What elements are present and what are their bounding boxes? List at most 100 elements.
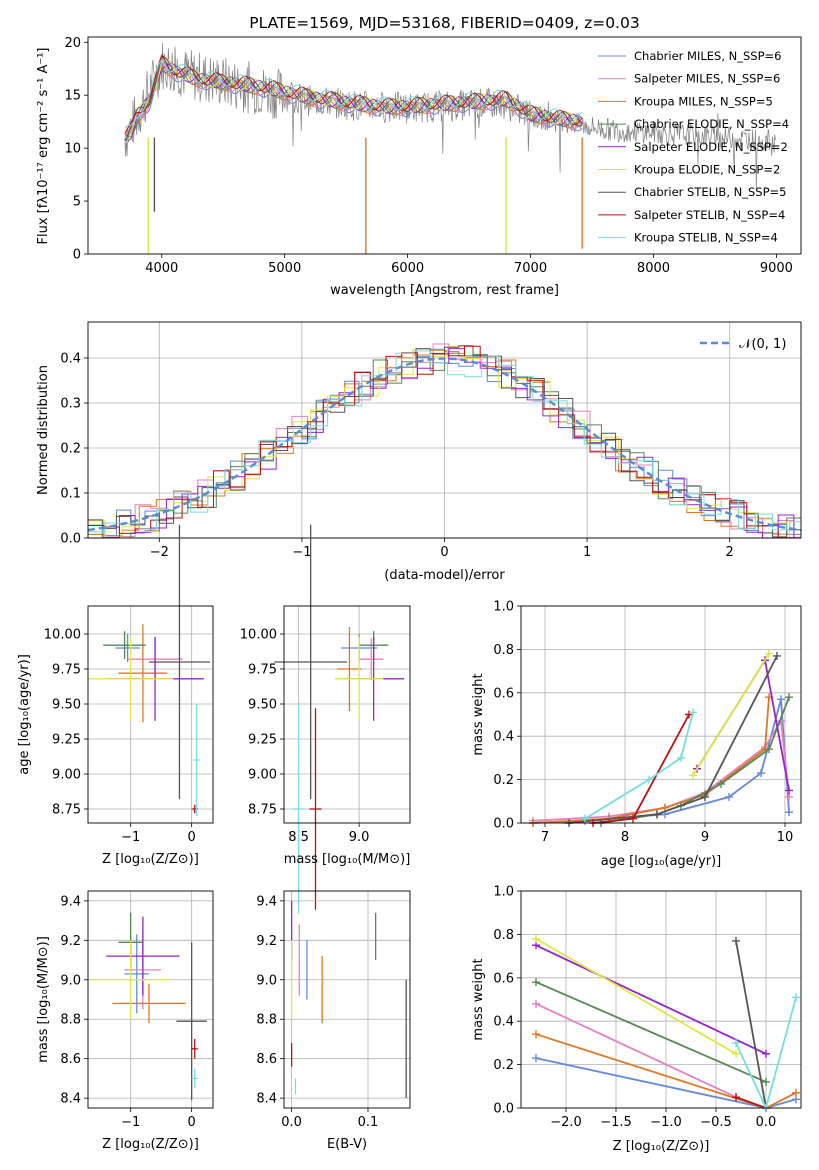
histogram-step-line bbox=[88, 345, 801, 539]
y-tick-label: 8.6 bbox=[60, 1052, 81, 1067]
mass-vs-extinction-panel: 0.0 0.1 8.4 8.6 8.8 9.0 9.2 9.4 E(B-V) bbox=[256, 890, 411, 1152]
x-tick-label: −1 bbox=[121, 1115, 140, 1130]
model-spectrum-line bbox=[124, 60, 583, 138]
y-tick-label: 0.2 bbox=[493, 1058, 514, 1073]
legend-label: Kroupa STELIB, N_SSP=4 bbox=[634, 231, 778, 245]
x-tick-label: 6000 bbox=[391, 261, 424, 276]
mass-weight-line bbox=[692, 653, 770, 776]
mass-weight-marker bbox=[785, 693, 793, 702]
y-tick-label: 0.8 bbox=[493, 643, 514, 658]
spectrum-panel: PLATE=1569, MJD=53168, FIBERID=0409, z=0… bbox=[36, 14, 802, 298]
histogram-step-line bbox=[88, 345, 801, 538]
mass-weight-marker bbox=[785, 808, 793, 817]
x-tick-label: 7000 bbox=[514, 261, 547, 276]
mass-weight-marker bbox=[701, 792, 709, 801]
y-tick-label: 0.6 bbox=[493, 971, 514, 986]
mass-weight-marker bbox=[717, 779, 725, 788]
mass-weight-marker bbox=[732, 936, 740, 945]
y-tick-label: 5 bbox=[73, 195, 81, 210]
mass-weight-marker bbox=[532, 999, 540, 1008]
y-tick-label: 0.2 bbox=[60, 442, 81, 457]
y-axis-label: mass weight bbox=[471, 958, 486, 1040]
mass-weight-vs-age-panel: 7 8 9 10 0.0 0.2 0.4 0.6 0.8 1.0 age [log₁₀(age/yr… bbox=[471, 600, 802, 869]
y-tick-label: 9.2 bbox=[60, 934, 81, 949]
histogram-step-line bbox=[88, 350, 801, 533]
mass-weight-marker bbox=[532, 1054, 540, 1063]
x-tick-label: 7 bbox=[541, 830, 549, 845]
mass-weight-marker bbox=[773, 651, 781, 660]
y-axis-label: Flux [fλ10⁻¹⁷ erg cm⁻² s⁻¹ A⁻¹] bbox=[36, 48, 51, 245]
axes-frame bbox=[283, 605, 411, 824]
mass-weight-marker bbox=[689, 771, 697, 780]
y-tick-label: 15 bbox=[64, 89, 81, 104]
mass-weight-marker bbox=[792, 1088, 800, 1097]
x-tick-label: 2 bbox=[726, 545, 734, 560]
histogram-step-line bbox=[88, 345, 801, 539]
legend-label: Chabrier ELODIE, N_SSP=4 bbox=[634, 117, 789, 131]
axes-frame bbox=[520, 890, 802, 1109]
mass-weight-line bbox=[735, 940, 767, 1109]
mass-weight-marker bbox=[732, 1038, 740, 1047]
x-tick-label: 0 bbox=[188, 1115, 196, 1130]
x-tick-label: −2.0 bbox=[550, 1115, 582, 1130]
mass-weight-vs-metallicity-panel: −2.0 −1.5 −1.0 −0.5 0.0 0.0 0.2 0.4 0.6 0.8 1.0 Z [… bbox=[471, 885, 802, 1154]
y-tick-label: 1.0 bbox=[493, 600, 514, 615]
axes-frame bbox=[283, 890, 411, 1109]
y-tick-label: 8.75 bbox=[52, 803, 81, 818]
mass-weight-marker bbox=[762, 1049, 770, 1058]
y-tick-label: 0 bbox=[73, 248, 81, 263]
age-vs-metallicity-panel: −1 0 8.75 9.00 9.25 9.50 9.75 10.00 Z [log₁₀(Z/Z… bbox=[17, 524, 214, 867]
x-axis-label: Z [log₁₀(Z/Z⊙)] bbox=[102, 1137, 199, 1152]
y-tick-label: 9.50 bbox=[52, 698, 81, 713]
y-tick-label: 0.6 bbox=[493, 686, 514, 701]
x-tick-label: 9.0 bbox=[349, 830, 370, 845]
x-tick-label: 5000 bbox=[268, 261, 301, 276]
mass-weight-line bbox=[735, 1096, 767, 1109]
model-spectrum-line bbox=[124, 54, 583, 135]
normal-distribution-curve bbox=[87, 357, 802, 532]
y-axis-label: Normed distribution bbox=[36, 365, 51, 495]
y-tick-label: 0.3 bbox=[60, 397, 81, 412]
x-tick-label: −1.0 bbox=[650, 1115, 682, 1130]
y-tick-label: 9.4 bbox=[256, 894, 277, 909]
y-tick-label: 0.4 bbox=[493, 1015, 514, 1030]
mass-weight-line bbox=[600, 696, 790, 824]
y-tick-label: 9.4 bbox=[60, 894, 81, 909]
y-tick-label: 9.25 bbox=[248, 733, 277, 748]
mass-weight-marker bbox=[732, 1049, 740, 1058]
x-tick-label: 4000 bbox=[145, 261, 178, 276]
y-tick-label: 20 bbox=[64, 36, 81, 51]
legend-label: Salpeter ELODIE, N_SSP=2 bbox=[634, 140, 788, 154]
y-tick-label: 9.0 bbox=[256, 973, 277, 988]
x-tick-label: 0 bbox=[440, 545, 448, 560]
residual-histogram-panel: −2 −1 0 1 2 0.0 0.1 0.2 0.3 0.4 𝒩(0, 1) (data-model… bbox=[36, 321, 802, 583]
mass-weight-line bbox=[568, 655, 778, 824]
legend-label: Chabrier MILES, N_SSP=6 bbox=[634, 49, 781, 63]
y-tick-label: 10.00 bbox=[44, 628, 81, 643]
x-tick-label: 10 bbox=[777, 830, 794, 845]
x-axis-label: (data-model)/error bbox=[384, 568, 505, 583]
x-tick-label: −1.5 bbox=[600, 1115, 632, 1130]
y-tick-label: 9.00 bbox=[52, 768, 81, 783]
legend-label: Salpeter MILES, N_SSP=6 bbox=[634, 72, 780, 86]
x-tick-label: 0.1 bbox=[358, 1115, 379, 1130]
x-axis-label: wavelength [Angstrom, rest frame] bbox=[330, 283, 559, 298]
mass-weight-marker bbox=[645, 775, 653, 784]
y-tick-label: 0.0 bbox=[493, 817, 514, 832]
chart-title: PLATE=1569, MJD=53168, FIBERID=0409, z=0… bbox=[249, 14, 639, 32]
x-axis-label: age [log₁₀(age/yr)] bbox=[601, 854, 722, 869]
x-axis-label: mass [log₁₀(M/M⊙)] bbox=[284, 852, 411, 867]
mass-weight-line bbox=[535, 981, 767, 1083]
x-tick-label: 1 bbox=[583, 545, 591, 560]
y-tick-label: 9.25 bbox=[52, 733, 81, 748]
y-tick-label: 0.4 bbox=[493, 730, 514, 745]
legend-label: 𝒩(0, 1) bbox=[739, 337, 786, 352]
x-tick-label: 0 bbox=[188, 830, 196, 845]
y-tick-label: 9.50 bbox=[248, 698, 277, 713]
mass-weight-line bbox=[696, 657, 790, 791]
y-tick-label: 10.00 bbox=[240, 628, 277, 643]
x-tick-label: 9000 bbox=[760, 261, 793, 276]
y-tick-label: 9.75 bbox=[52, 663, 81, 678]
